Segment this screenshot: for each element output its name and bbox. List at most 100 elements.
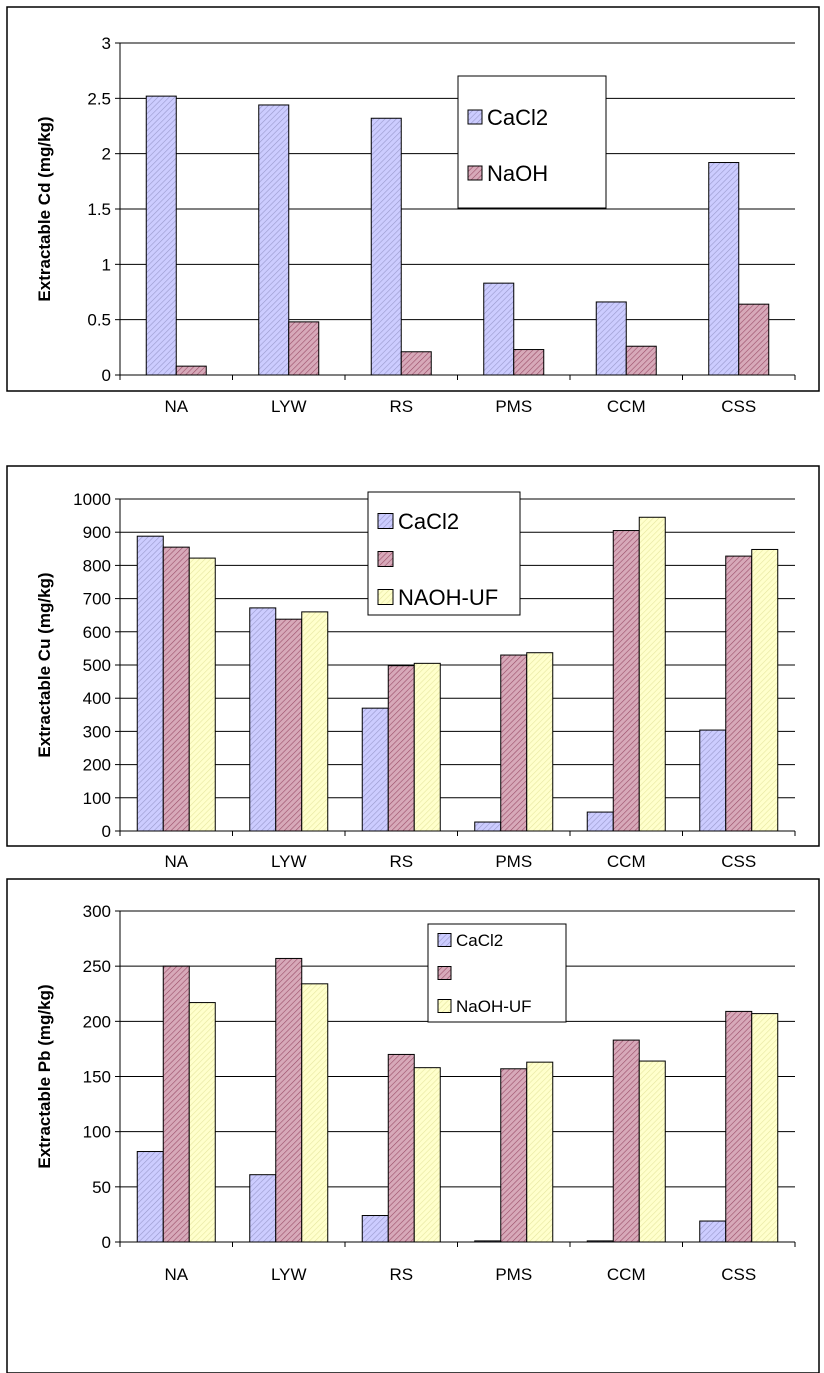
x-tick-label: CCM xyxy=(607,852,646,871)
bar-RS-series0 xyxy=(361,1215,389,1243)
bar-RS-series0 xyxy=(361,707,389,832)
legend-label: CaCl2 xyxy=(456,931,503,950)
bar-NA-series1 xyxy=(162,965,190,1243)
y-tick-label: 1.5 xyxy=(87,200,111,219)
chart-frame xyxy=(6,6,820,392)
legend-swatch xyxy=(467,109,483,125)
legend-label: CaCl2 xyxy=(487,105,548,130)
bar-CSS-series0 xyxy=(699,729,727,832)
legend xyxy=(457,75,607,209)
bar-LYW-series0 xyxy=(258,104,290,376)
x-tick-label: PMS xyxy=(495,852,532,871)
y-tick-label: 0 xyxy=(102,822,111,841)
bar-CCM-series1 xyxy=(612,1039,640,1243)
legend-label: NaOH xyxy=(487,161,548,186)
x-tick-label: CSS xyxy=(721,852,756,871)
y-axis-label: Extractable Cd (mg/kg) xyxy=(35,116,54,301)
y-tick-label: 1 xyxy=(102,255,111,274)
bar-CSS-series1 xyxy=(738,303,770,376)
bar-CSS-series2 xyxy=(751,1013,779,1243)
y-tick-label: 600 xyxy=(83,623,111,642)
legend-swatch xyxy=(377,589,394,605)
y-tick-label: 200 xyxy=(83,756,111,775)
legend-label: NAOH-UF xyxy=(398,585,498,610)
y-tick-label: 150 xyxy=(83,1068,111,1087)
legend-swatch xyxy=(377,513,394,529)
y-tick-label: 300 xyxy=(83,722,111,741)
bar-LYW-series1 xyxy=(288,321,320,376)
bar-CSS-series1 xyxy=(725,1010,753,1243)
bar-CCM-series1 xyxy=(612,530,640,832)
legend-swatch xyxy=(437,933,452,947)
y-axis-label: Extractable Cu (mg/kg) xyxy=(35,572,54,757)
y-tick-label: 0 xyxy=(102,366,111,385)
bar-PMS-series0 xyxy=(483,282,515,376)
x-tick-label: CCM xyxy=(607,397,646,416)
y-tick-label: 1000 xyxy=(73,490,111,509)
y-tick-label: 2 xyxy=(102,145,111,164)
y-tick-label: 400 xyxy=(83,689,111,708)
y-tick-label: 0 xyxy=(102,1233,111,1252)
bar-NA-series0 xyxy=(136,1151,164,1243)
x-tick-label: NA xyxy=(164,1265,188,1284)
legend-swatch xyxy=(437,999,452,1013)
bar-CSS-series0 xyxy=(699,1220,727,1243)
y-tick-label: 0.5 xyxy=(87,311,111,330)
bar-LYW-series2 xyxy=(301,611,329,832)
bar-LYW-series0 xyxy=(249,1174,277,1243)
x-tick-label: NA xyxy=(164,397,188,416)
bar-PMS-series1 xyxy=(500,1068,528,1243)
bar-RS-series2 xyxy=(413,1067,441,1243)
bar-NA-series0 xyxy=(145,95,177,376)
legend-label: NaOH-UF xyxy=(456,997,532,1016)
bar-CCM-series0 xyxy=(595,301,627,376)
x-tick-label: CCM xyxy=(607,1265,646,1284)
bar-CSS-series0 xyxy=(708,162,740,376)
x-tick-label: LYW xyxy=(271,852,307,871)
bar-CCM-series2 xyxy=(638,1060,666,1243)
bar-RS-series1 xyxy=(387,665,415,832)
y-tick-label: 2.5 xyxy=(87,89,111,108)
x-tick-label: PMS xyxy=(495,1265,532,1284)
legend-swatch xyxy=(437,966,452,980)
bar-PMS-series2 xyxy=(526,1061,554,1243)
y-tick-label: 100 xyxy=(83,789,111,808)
y-tick-label: 500 xyxy=(83,656,111,675)
bar-RS-series0 xyxy=(370,117,402,376)
bar-LYW-series1 xyxy=(275,957,303,1243)
y-tick-label: 50 xyxy=(92,1178,111,1197)
y-tick-label: 200 xyxy=(83,1012,111,1031)
x-tick-label: NA xyxy=(164,852,188,871)
bar-NA-series2 xyxy=(188,1002,216,1243)
bar-LYW-series2 xyxy=(301,983,329,1243)
x-tick-label: PMS xyxy=(495,397,532,416)
y-tick-label: 700 xyxy=(83,590,111,609)
x-tick-label: RS xyxy=(389,397,413,416)
x-tick-label: LYW xyxy=(271,1265,307,1284)
y-tick-label: 100 xyxy=(83,1123,111,1142)
x-tick-label: CSS xyxy=(721,1265,756,1284)
bar-LYW-series1 xyxy=(275,618,303,832)
y-tick-label: 250 xyxy=(83,957,111,976)
x-tick-label: RS xyxy=(389,852,413,871)
y-tick-label: 300 xyxy=(83,902,111,921)
legend-swatch xyxy=(467,165,483,181)
x-tick-label: LYW xyxy=(271,397,307,416)
y-tick-label: 900 xyxy=(83,523,111,542)
x-tick-label: CSS xyxy=(721,397,756,416)
x-tick-label: RS xyxy=(389,1265,413,1284)
bar-RS-series2 xyxy=(413,662,441,832)
bar-RS-series1 xyxy=(387,1053,415,1243)
bar-CCM-series2 xyxy=(638,516,666,832)
bar-NA-series2 xyxy=(188,557,216,832)
legend-label: CaCl2 xyxy=(398,509,459,534)
legend-swatch xyxy=(377,551,394,567)
bar-NA-series0 xyxy=(136,535,164,832)
y-axis-label: Extractable Pb (mg/kg) xyxy=(35,984,54,1168)
y-tick-label: 800 xyxy=(83,556,111,575)
y-tick-label: 3 xyxy=(102,34,111,53)
